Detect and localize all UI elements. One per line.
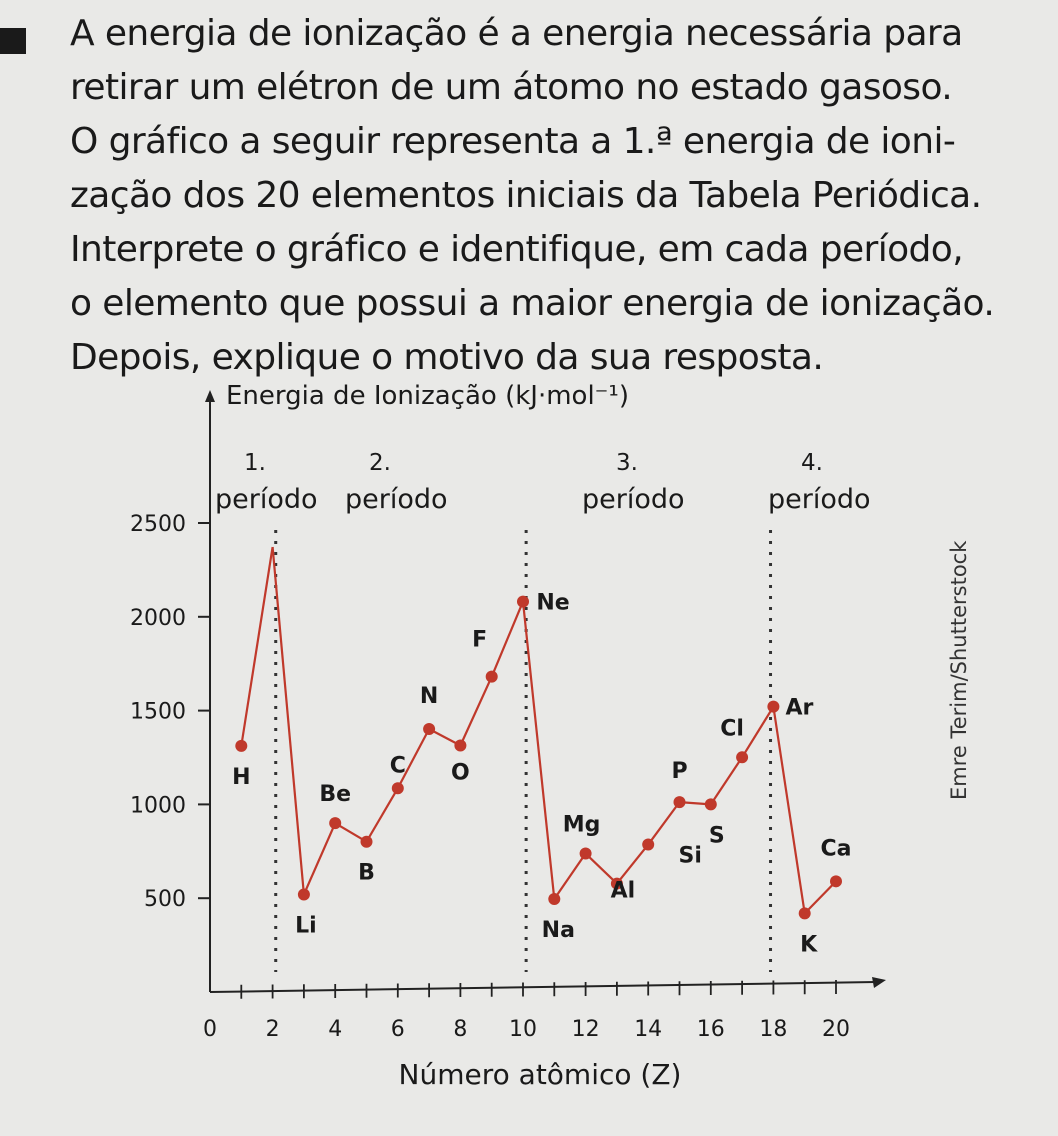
x-tick-label: 2 bbox=[266, 1017, 280, 1042]
y-tick-label: 1000 bbox=[130, 793, 186, 818]
element-label: Cl bbox=[720, 716, 744, 741]
x-tick-label: 14 bbox=[634, 1017, 662, 1042]
period-label: período bbox=[768, 484, 871, 515]
x-tick-label: 20 bbox=[822, 1017, 850, 1042]
period-number: 1. bbox=[244, 450, 266, 476]
data-point-ne bbox=[517, 595, 529, 608]
series-line-segment bbox=[616, 843, 650, 885]
y-axis-arrow bbox=[205, 390, 215, 402]
series-line-segment bbox=[490, 601, 525, 678]
element-label: Al bbox=[611, 879, 636, 904]
series-line-segment bbox=[709, 756, 744, 806]
question-line: Interprete o gráfico e identifique, em c… bbox=[70, 229, 964, 270]
element-label: S bbox=[709, 823, 725, 848]
series-line-segment bbox=[521, 601, 556, 900]
element-label: Li bbox=[295, 913, 317, 938]
data-point-cl bbox=[736, 751, 749, 764]
question-bullet bbox=[0, 28, 26, 54]
data-point-ar bbox=[767, 700, 780, 713]
data-point-k bbox=[798, 907, 811, 920]
photo-credit-text: Emre Terim/Shutterstock bbox=[947, 540, 971, 800]
x-axis-title: Número atômico (Z) bbox=[399, 1058, 682, 1091]
element-label: Ar bbox=[785, 696, 813, 721]
series-line-segment bbox=[302, 822, 337, 895]
x-axis-arrow bbox=[872, 977, 886, 988]
x-tick-label: 6 bbox=[391, 1017, 405, 1042]
period-label: período bbox=[582, 484, 685, 515]
element-label: Si bbox=[679, 844, 702, 869]
period-number: 3. bbox=[616, 450, 638, 476]
data-point-h bbox=[235, 739, 248, 752]
period-number: 2. bbox=[369, 450, 391, 476]
data-point-s bbox=[704, 798, 717, 811]
y-tick-label: 1500 bbox=[130, 700, 186, 725]
data-point-be bbox=[329, 817, 342, 830]
data-point-c bbox=[391, 782, 404, 795]
element-label: Mg bbox=[563, 813, 601, 838]
element-label: H bbox=[232, 765, 250, 790]
question-line: retirar um elétron de um átomo no estado… bbox=[70, 67, 953, 108]
y-tick-label: 2000 bbox=[130, 606, 186, 631]
x-tick-label: 4 bbox=[328, 1017, 342, 1042]
series-line-segment bbox=[553, 852, 587, 900]
x-tick-label: 8 bbox=[453, 1017, 467, 1042]
question-line: O gráfico a seguir representa a 1.ª ener… bbox=[70, 121, 956, 162]
question-line: o elemento que possui a maior energia de… bbox=[70, 283, 995, 324]
photo-credit: Emre Terim/Shutterstock bbox=[947, 540, 971, 800]
data-point-f bbox=[485, 670, 498, 683]
element-label: Ca bbox=[821, 836, 852, 861]
element-label: P bbox=[671, 759, 687, 784]
series-line-segment bbox=[803, 880, 837, 915]
x-axis bbox=[209, 981, 877, 993]
chart-svg: 500 1000 1500 2000 2500 0 2 4 6 8 10 12 14 16 18 20 Ener… bbox=[130, 381, 886, 1091]
series-line-segment bbox=[647, 801, 681, 846]
data-point-o bbox=[454, 739, 467, 752]
element-label: Ne bbox=[536, 591, 569, 616]
x-tick-label: 18 bbox=[759, 1017, 787, 1042]
series-line-segment bbox=[271, 546, 305, 895]
x-tick-label: 12 bbox=[572, 1017, 600, 1042]
data-point-si bbox=[642, 838, 655, 851]
series-line-segment bbox=[334, 822, 368, 843]
series-line-segment bbox=[240, 546, 274, 747]
series-line-segment bbox=[584, 852, 618, 885]
series-line-segment bbox=[772, 706, 806, 914]
element-label: K bbox=[800, 932, 818, 957]
data-point-al bbox=[610, 877, 623, 890]
data-point-n bbox=[423, 722, 436, 735]
data-point-b bbox=[360, 835, 373, 848]
element-label: O bbox=[451, 760, 470, 785]
x-tick-label: 10 bbox=[509, 1017, 537, 1042]
element-label: C bbox=[390, 753, 406, 778]
series-line-segment bbox=[365, 787, 399, 843]
data-point-mg bbox=[579, 847, 592, 860]
question-line: A energia de ionização é a energia neces… bbox=[70, 13, 963, 54]
y-tick-label: 500 bbox=[144, 887, 186, 912]
data-point-na bbox=[548, 892, 561, 905]
x-tick-label: 0 bbox=[203, 1017, 217, 1042]
series-line-segment bbox=[396, 728, 431, 789]
element-label: Na bbox=[542, 918, 575, 943]
y-tick-label: 2500 bbox=[130, 512, 186, 537]
element-label: N bbox=[420, 684, 438, 709]
element-label: Be bbox=[319, 782, 351, 807]
period-label: período bbox=[215, 484, 318, 515]
question-line: Depois, explique o motivo da sua respost… bbox=[70, 337, 824, 378]
data-point-ca bbox=[830, 875, 842, 888]
question-line: zação dos 20 elementos iniciais da Tabel… bbox=[70, 175, 982, 216]
period-label: período bbox=[345, 484, 448, 515]
element-label: B bbox=[358, 861, 375, 886]
data-point-li bbox=[297, 888, 310, 901]
period-number: 4. bbox=[801, 450, 823, 476]
ionization-energy-chart: 500 1000 1500 2000 2500 0 2 4 6 8 10 12 14 16 18 20 Ener… bbox=[0, 360, 1058, 1132]
series-line-segment bbox=[459, 676, 493, 746]
x-tick-label: 16 bbox=[697, 1017, 725, 1042]
y-axis-title: Energia de Ionização (kJ·mol⁻¹) bbox=[226, 381, 629, 411]
data-point-p bbox=[673, 796, 686, 809]
element-label: F bbox=[472, 628, 487, 653]
series-line-segment bbox=[741, 706, 775, 758]
